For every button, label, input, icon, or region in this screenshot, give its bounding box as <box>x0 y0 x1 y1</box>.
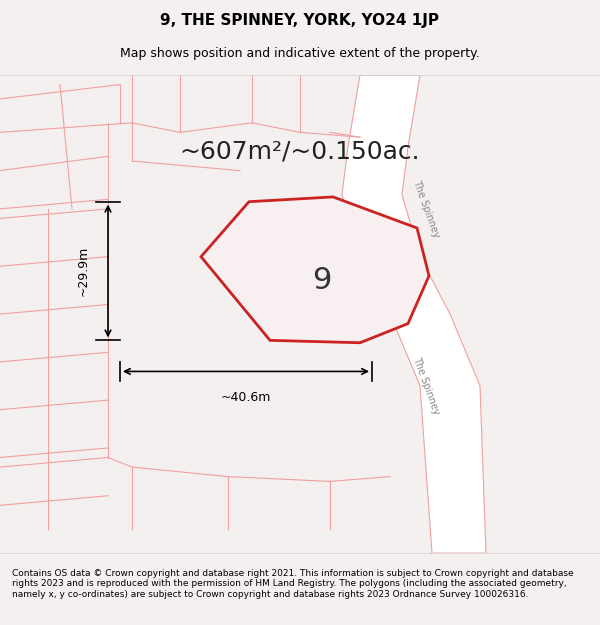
Text: 9, THE SPINNEY, YORK, YO24 1JP: 9, THE SPINNEY, YORK, YO24 1JP <box>161 14 439 29</box>
Polygon shape <box>201 197 429 342</box>
Polygon shape <box>342 75 486 553</box>
Text: The Spinney: The Spinney <box>411 179 441 239</box>
Text: Contains OS data © Crown copyright and database right 2021. This information is : Contains OS data © Crown copyright and d… <box>12 569 574 599</box>
Text: ~607m²/~0.150ac.: ~607m²/~0.150ac. <box>179 139 421 164</box>
Text: ~40.6m: ~40.6m <box>221 391 271 404</box>
Text: ~29.9m: ~29.9m <box>77 246 90 296</box>
Text: 9: 9 <box>311 266 331 295</box>
Text: Map shows position and indicative extent of the property.: Map shows position and indicative extent… <box>120 48 480 61</box>
Text: The Spinney: The Spinney <box>411 356 441 416</box>
